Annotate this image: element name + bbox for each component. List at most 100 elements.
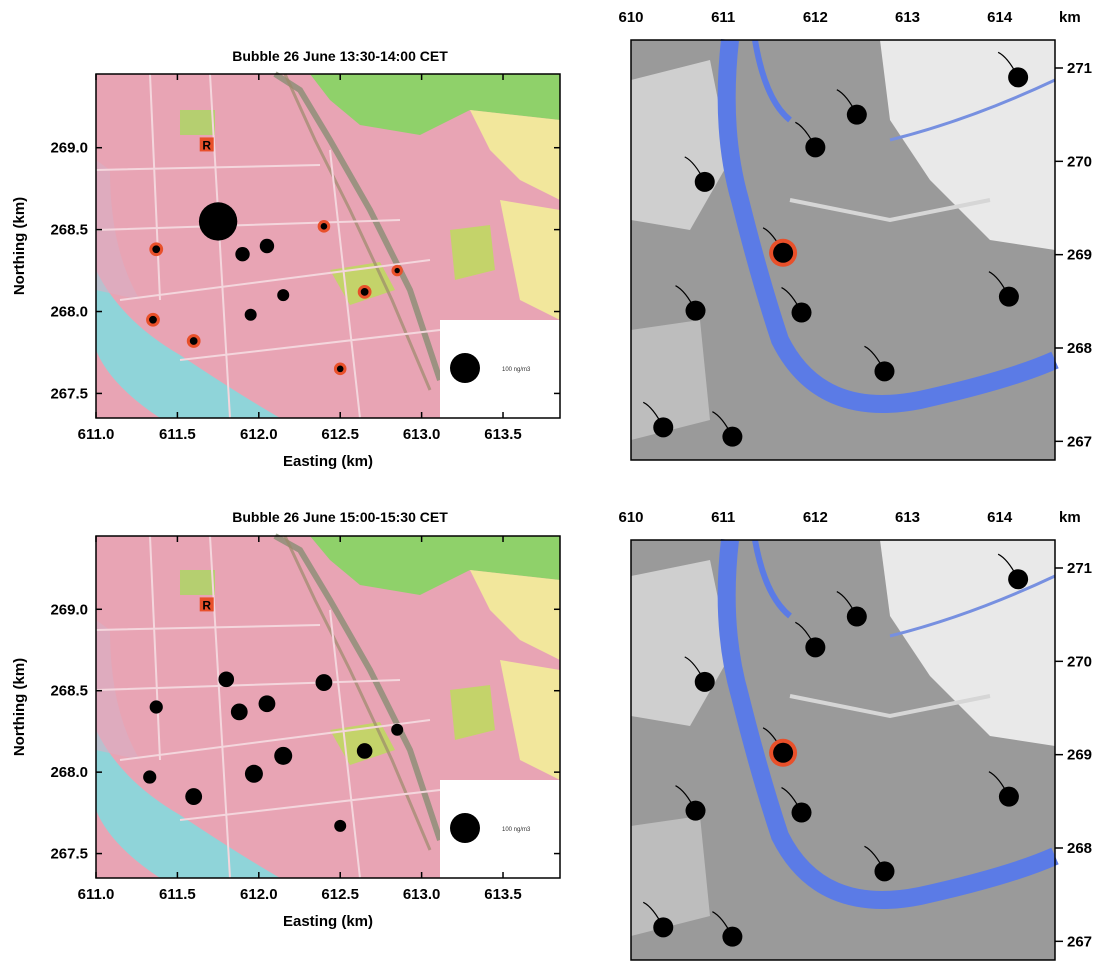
y-tick-label: 269 [1067, 747, 1092, 764]
x-tick-label: 612.0 [240, 886, 278, 903]
site-point [846, 606, 867, 627]
bubble-panel-bottom: Bubble 26 June 15:00-15:30 CET R 100 ng/… [0, 460, 580, 940]
reference-site-box [199, 137, 214, 152]
x-tick-label: 610 [618, 9, 643, 26]
site-point [694, 171, 715, 192]
bubble-point [218, 671, 235, 688]
y-tick-label: 271 [1067, 560, 1092, 577]
axes: 610 611 612 613 614 km 267 268 269 270 271 [618, 9, 1092, 461]
x-tick-label: 612 [803, 9, 828, 26]
y-tick-label: 268 [1067, 340, 1092, 357]
x-tick-label: 613.0 [403, 886, 441, 903]
y-tick-label: 268.5 [50, 683, 88, 700]
x-tick-label: 613.5 [484, 886, 522, 903]
x-axis-label: Easting (km) [283, 453, 373, 470]
reference-site-box [199, 597, 214, 612]
x-tick-label: 614 [987, 509, 1013, 526]
x-unit-label: km [1059, 9, 1081, 26]
bubble-point [317, 220, 331, 233]
site-point [805, 137, 826, 158]
bubble-point [315, 674, 333, 691]
y-tick-label: 267 [1067, 933, 1092, 950]
site-point [874, 861, 895, 882]
x-axis-label: Easting (km) [283, 913, 373, 930]
bubble-point [244, 764, 263, 783]
x-tick-label: 612 [803, 509, 828, 526]
y-tick-label: 268.0 [50, 304, 88, 321]
x-tick-label: 610 [618, 509, 643, 526]
y-tick-label: 268 [1067, 840, 1092, 857]
y-tick-label: 270 [1067, 653, 1092, 670]
bubble-point [333, 362, 347, 376]
site-point [1008, 569, 1029, 590]
axes: 611.0 611.5 612.0 612.5 613.0 613.5 267.5 268.0… [11, 535, 561, 930]
legend-bubble [450, 813, 480, 843]
site-point [685, 800, 706, 821]
site-point [722, 926, 743, 947]
bubble-point [185, 788, 203, 805]
y-axis-label: Northing (km) [11, 197, 28, 295]
map-frame [630, 539, 1056, 961]
topo-background [631, 538, 1059, 960]
axes: 610 611 612 613 614 km 267 268 269 270 271 [618, 509, 1092, 961]
bubble-point [186, 334, 201, 348]
x-tick-label: 613 [895, 509, 920, 526]
site-point [998, 786, 1019, 807]
x-tick-label: 611.5 [159, 426, 196, 443]
legend-label: 100 ng/m3 [502, 367, 531, 373]
site-point [791, 802, 812, 823]
y-tick-label: 268.0 [50, 764, 88, 781]
x-tick-label: 613 [895, 9, 920, 26]
bubble-point [149, 700, 163, 714]
bubble-point [391, 723, 404, 736]
bubble-point [146, 312, 160, 327]
y-tick-label: 269.0 [50, 140, 88, 157]
y-axis-label: Northing (km) [11, 658, 28, 756]
y-tick-label: 267.5 [50, 846, 88, 863]
topo-panel-top: 610 611 612 613 614 km 267 268 269 270 271 [590, 0, 1101, 470]
site-point [791, 302, 812, 323]
legend: 100 ng/m3 [450, 813, 531, 843]
x-tick-label: 611 [711, 9, 735, 26]
bubble-point [230, 703, 248, 721]
plot-frame [95, 535, 561, 879]
bubble-point [149, 242, 164, 257]
y-tick-label: 269 [1067, 247, 1092, 264]
site-point [653, 917, 674, 938]
map-frame [630, 39, 1056, 461]
y-tick-label: 269.0 [50, 601, 88, 618]
map-background [95, 71, 560, 419]
x-tick-label: 611.0 [78, 886, 115, 903]
site-point [722, 426, 743, 447]
bubble-marks: R [143, 597, 404, 832]
y-tick-label: 267 [1067, 433, 1092, 450]
topo-background [631, 39, 1059, 460]
legend: 100 ng/m3 [450, 353, 531, 383]
x-unit-label: km [1059, 509, 1081, 526]
bubble-point [143, 770, 157, 784]
panel-title: Bubble 26 June 15:00-15:30 CET [232, 509, 448, 525]
legend-label: 100 ng/m3 [502, 827, 531, 833]
topo-panel-bottom: 610 611 612 613 614 km 267 268 269 270 271 [590, 496, 1101, 966]
bubble-map-top: Bubble 26 June 13:30-14:00 CET R 100 ng/… [11, 48, 561, 470]
x-tick-label: 611.5 [159, 886, 196, 903]
site-marks [642, 553, 1029, 947]
y-tick-label: 268.5 [50, 222, 88, 239]
y-tick-label: 270 [1067, 153, 1092, 170]
x-tick-label: 612.0 [240, 426, 278, 443]
reference-site-label: R [202, 598, 211, 612]
site-marks [642, 51, 1029, 447]
x-tick-label: 611 [711, 509, 735, 526]
x-tick-label: 613.0 [403, 426, 441, 443]
site-point [874, 361, 895, 382]
x-tick-label: 611.0 [78, 426, 115, 443]
reference-site-label: R [202, 138, 211, 152]
bubble-point [244, 308, 257, 321]
x-tick-label: 612.5 [321, 426, 359, 443]
bubble-point [391, 264, 403, 277]
topo-map-bottom: 610 611 612 613 614 km 267 268 269 270 271 [618, 509, 1092, 961]
bubble-point [198, 202, 238, 241]
x-tick-label: 614 [987, 9, 1013, 26]
site-point [653, 417, 674, 438]
bubble-point [356, 743, 373, 759]
